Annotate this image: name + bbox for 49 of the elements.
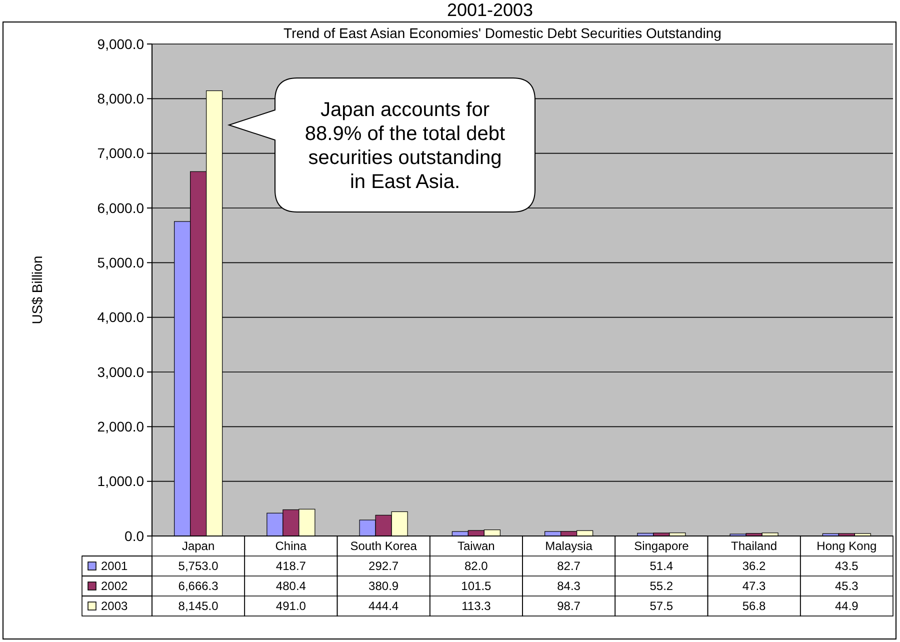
y-tick-label: 5,000.0 xyxy=(97,254,144,271)
data-label: 82.7 xyxy=(557,559,581,574)
data-label: 57.5 xyxy=(650,599,674,614)
x-tick-label: Japan xyxy=(182,539,215,554)
y-tick-label: 4,000.0 xyxy=(97,309,144,326)
data-label: 51.4 xyxy=(650,559,674,574)
data-label: 44.9 xyxy=(835,599,859,614)
x-tick-label: Thailand xyxy=(731,539,778,554)
data-label: 113.3 xyxy=(462,599,492,614)
data-label: 6,666.3 xyxy=(178,579,219,594)
x-tick-label: South Korea xyxy=(350,539,418,554)
annotation: Japan accounts for 88.9% of the total debt securities outstanding in East Asia. xyxy=(304,99,506,193)
data-label: 491.0 xyxy=(276,599,306,614)
x-tick-label: China xyxy=(275,539,307,554)
y-tick-label: 8,000.0 xyxy=(97,90,144,107)
data-label: 292.7 xyxy=(368,559,399,574)
y-tick-label: 7,000.0 xyxy=(97,145,144,162)
data-label: 36.2 xyxy=(742,559,766,574)
x-tick-label: Hong Kong xyxy=(816,539,877,554)
y-tick-label: 2,000.0 xyxy=(97,418,144,435)
data-label: 55.2 xyxy=(650,579,674,594)
data-label: 47.3 xyxy=(742,579,766,594)
y-axis-title: US$ Billion xyxy=(29,256,45,324)
y-tick-label: 0.0 xyxy=(124,528,144,544)
y-tick-label: 9,000.0 xyxy=(97,36,144,52)
data-label: 101.5 xyxy=(461,579,492,594)
data-label: 56.8 xyxy=(742,599,766,614)
legend-label: 2003 xyxy=(101,599,128,614)
data-label: 5,753.0 xyxy=(178,559,219,574)
y-tick-label: 1,000.0 xyxy=(97,473,144,490)
x-tick-label: Taiwan xyxy=(458,539,495,554)
y-tick-label: 6,000.0 xyxy=(97,200,144,216)
data-label: 45.3 xyxy=(835,579,859,594)
data-label: 43.5 xyxy=(835,559,859,574)
data-label: 8,145.0 xyxy=(178,599,219,614)
x-tick-label: Malaysia xyxy=(545,539,593,554)
data-label: 84.3 xyxy=(557,579,581,594)
data-label: 380.9 xyxy=(368,579,399,594)
chart-subtitle: Trend of East Asian Economies' Domestic Debt Securities Outstanding xyxy=(284,25,722,41)
legend-label: 2001 xyxy=(101,559,128,574)
data-label: 480.4 xyxy=(276,579,306,594)
legend-label: 2002 xyxy=(101,579,128,594)
data-label: 418.7 xyxy=(276,559,306,574)
y-tick-label: 3,000.0 xyxy=(97,364,144,380)
x-tick-label: Singapore xyxy=(634,539,690,554)
data-label: 444.4 xyxy=(368,599,399,614)
data-label: 98.7 xyxy=(557,599,581,614)
chart-title: 2001-2003 xyxy=(446,0,534,20)
data-label: 82.0 xyxy=(464,559,488,574)
